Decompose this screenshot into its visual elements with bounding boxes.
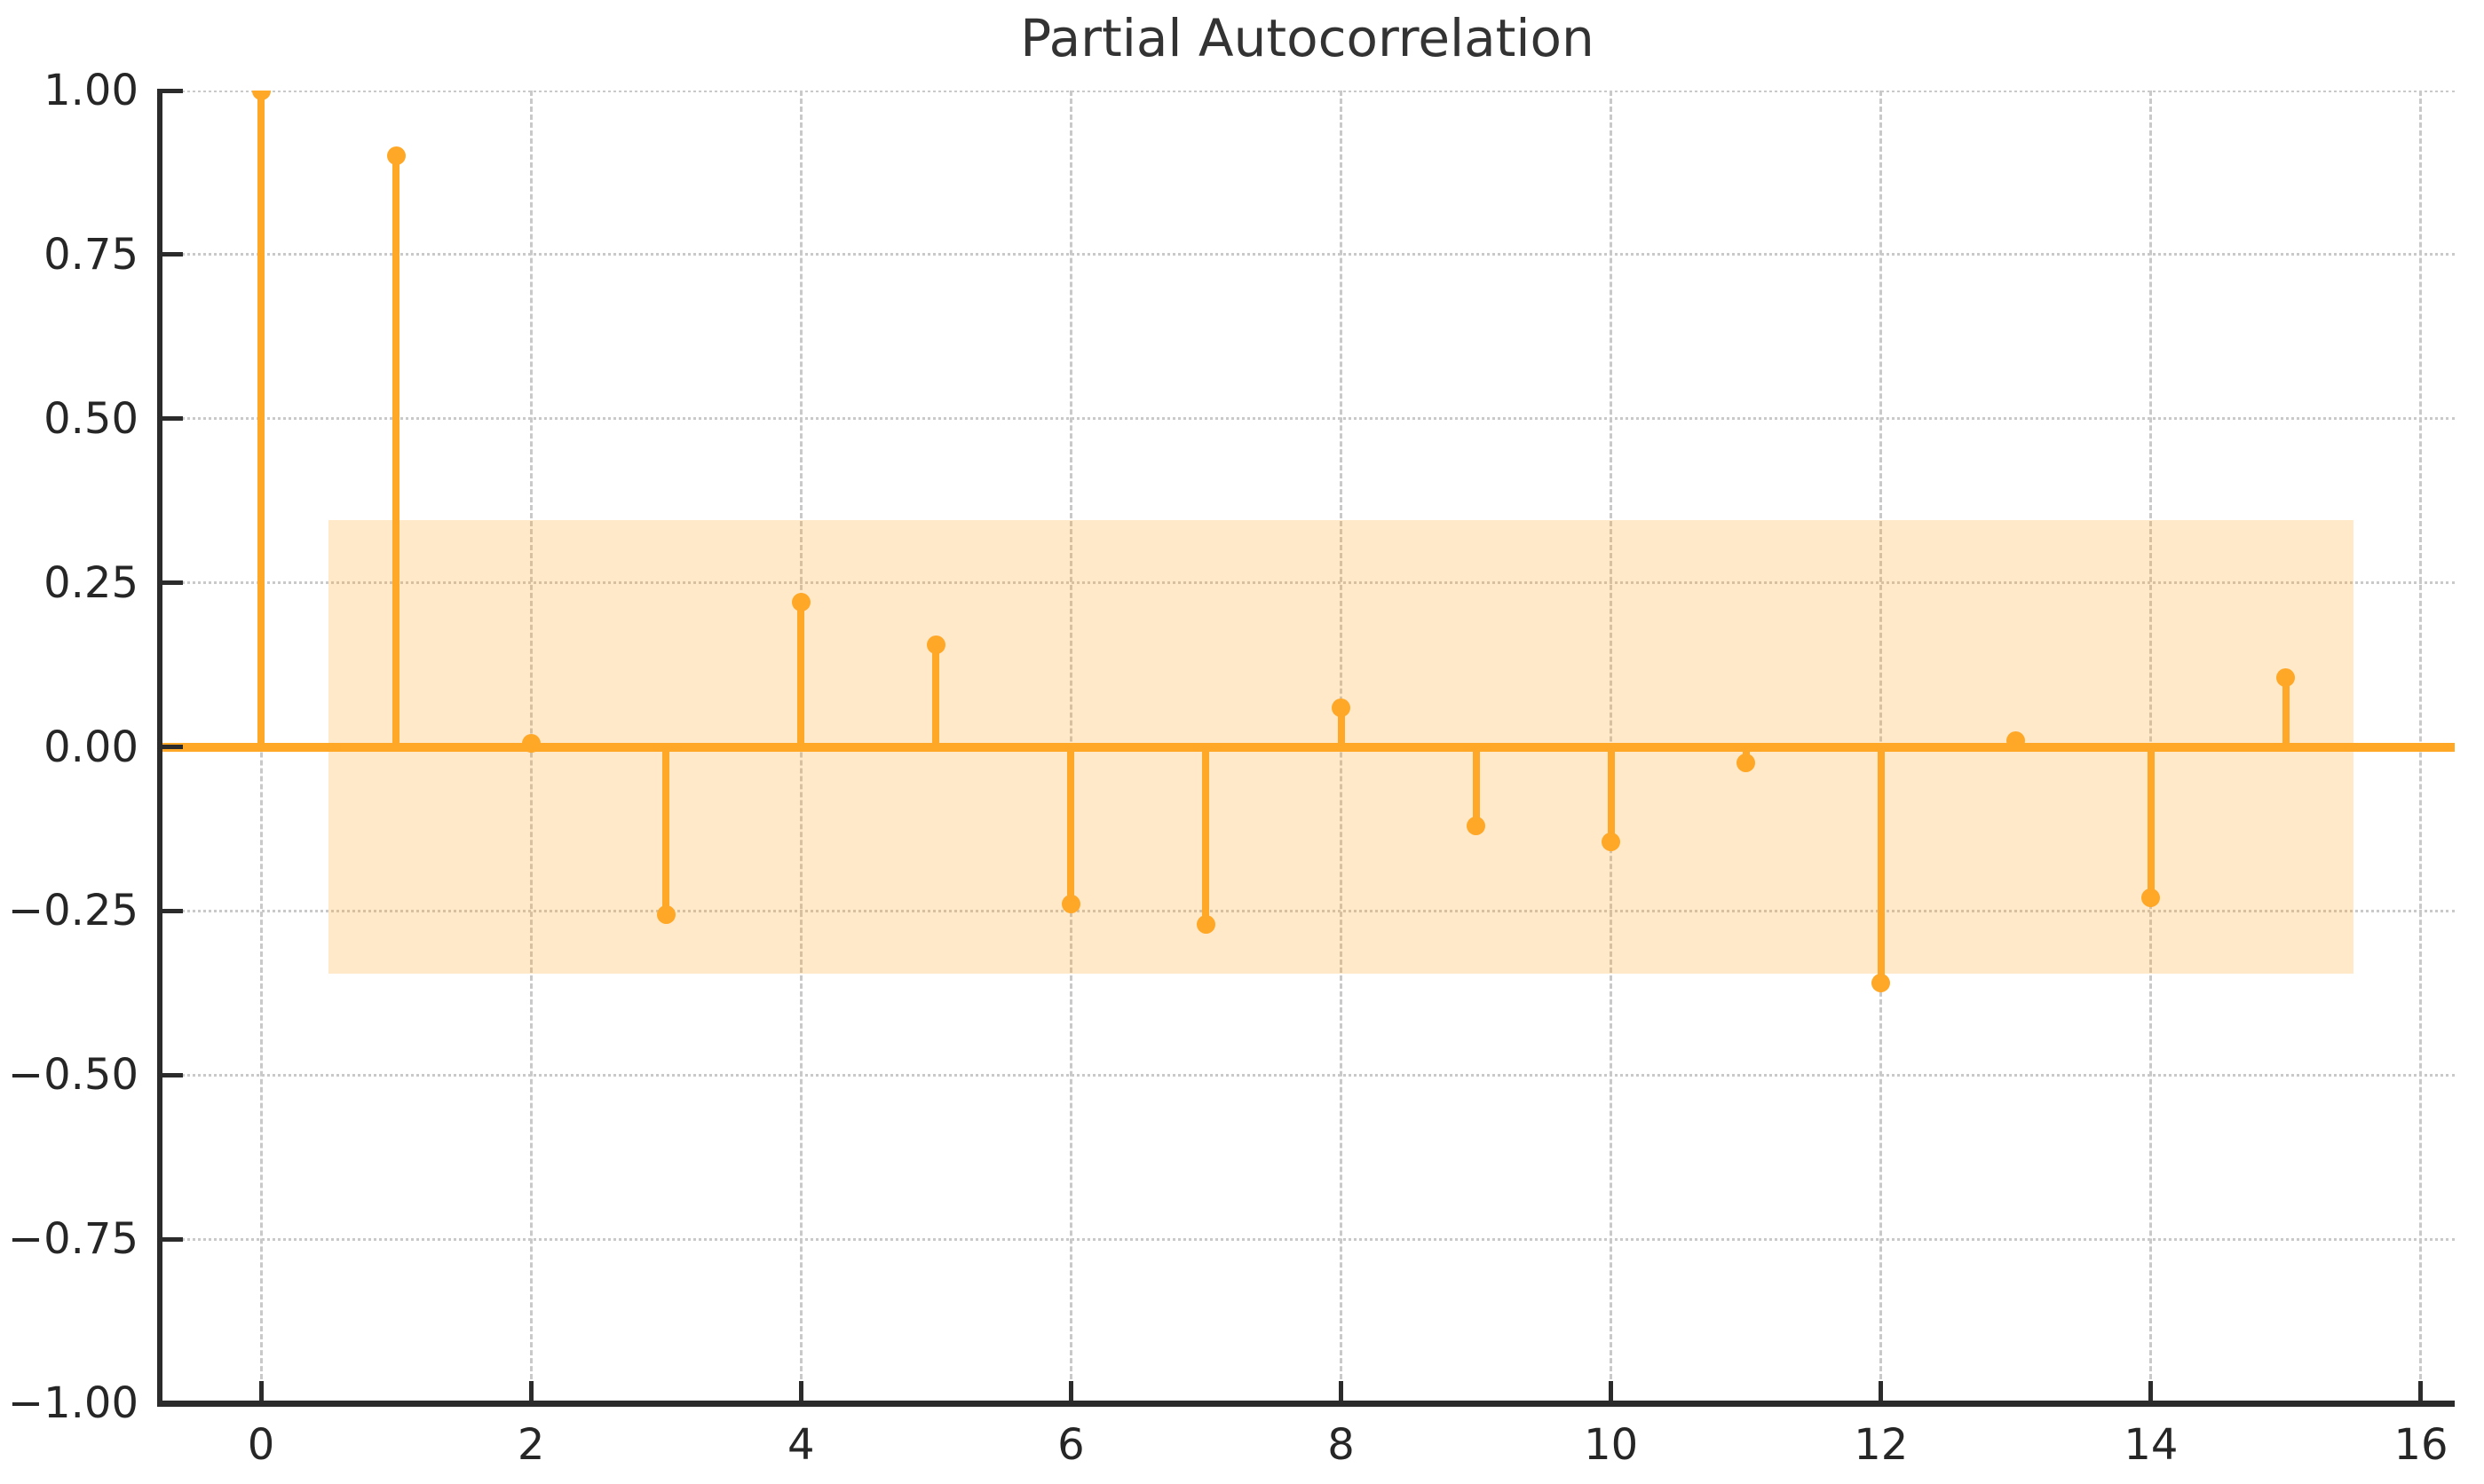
x-tick-label: 10 (1584, 1420, 1639, 1470)
plot-area (160, 91, 2455, 1403)
stem-marker (1467, 816, 1486, 835)
y-tick-label: 0.00 (44, 722, 138, 772)
y-tick-mark (160, 1236, 183, 1242)
x-tick-label: 16 (2393, 1420, 2448, 1470)
y-tick-mark (160, 580, 183, 586)
stem (257, 91, 265, 747)
stem (2147, 746, 2155, 898)
y-gridline (160, 91, 2455, 92)
y-gridline (160, 417, 2455, 421)
y-tick-label: 0.75 (44, 229, 138, 280)
y-tick-mark (160, 416, 183, 422)
x-tick-mark (528, 1381, 534, 1403)
stem-marker (2276, 668, 2296, 688)
x-tick-mark (798, 1381, 803, 1403)
x-tick-mark (1609, 1381, 1614, 1403)
stem-marker (1332, 698, 1350, 717)
chart-title: Partial Autocorrelation (1020, 8, 1594, 68)
stem-marker (926, 635, 945, 655)
zero-baseline (160, 742, 2455, 752)
x-tick-label: 14 (2124, 1420, 2179, 1470)
x-tick-label: 0 (247, 1420, 275, 1470)
stem-marker (1196, 914, 1215, 934)
stem-marker (791, 593, 811, 612)
stem (2282, 677, 2290, 747)
y-tick-mark (160, 745, 183, 749)
y-gridline (160, 1237, 2455, 1241)
stem-marker (386, 146, 406, 166)
x-tick-mark (1339, 1381, 1343, 1403)
x-tick-mark (2148, 1381, 2154, 1403)
y-tick-label: −0.75 (7, 1214, 138, 1265)
y-tick-mark (160, 1401, 183, 1406)
stem (1607, 746, 1615, 842)
stem (1877, 746, 1885, 983)
x-tick-mark (258, 1381, 264, 1403)
y-tick-mark (160, 88, 183, 93)
y-gridline (160, 909, 2455, 912)
stem-marker (1602, 833, 1621, 852)
stem-marker (1061, 895, 1080, 914)
x-tick-label: 12 (1854, 1420, 1909, 1470)
x-tick-mark (2418, 1381, 2424, 1403)
stem-marker (656, 904, 676, 924)
stem (392, 155, 400, 747)
x-tick-mark (1879, 1381, 1884, 1403)
stem (797, 602, 805, 747)
stem-marker (2141, 888, 2161, 908)
x-tick-mark (1068, 1381, 1073, 1403)
y-gridline (160, 581, 2455, 585)
y-gridline (160, 1073, 2455, 1077)
y-tick-mark (160, 1072, 183, 1077)
x-axis-spine (157, 1401, 2455, 1407)
stem (1067, 746, 1075, 904)
x-tick-label: 2 (517, 1420, 545, 1470)
y-tick-label: 0.50 (44, 393, 138, 444)
stem-marker (1871, 974, 1891, 993)
x-tick-label: 4 (787, 1420, 815, 1470)
stem-marker (2006, 730, 2026, 750)
y-gridline (160, 253, 2455, 257)
stem-marker (1736, 754, 1756, 773)
y-tick-label: −0.25 (7, 886, 138, 936)
y-tick-mark (160, 252, 183, 257)
y-tick-mark (160, 908, 183, 913)
stem (1337, 707, 1345, 747)
y-tick-label: −0.50 (7, 1050, 138, 1101)
stem (662, 746, 670, 915)
x-tick-label: 8 (1327, 1420, 1355, 1470)
y-tick-label: 1.00 (44, 66, 138, 115)
stem (1472, 746, 1480, 826)
stem (1202, 746, 1210, 925)
y-tick-label: −1.00 (7, 1378, 138, 1428)
stem-marker (521, 734, 541, 754)
stem (932, 644, 940, 747)
y-tick-label: 0.25 (44, 557, 138, 608)
stem-marker (251, 91, 271, 100)
x-tick-label: 6 (1057, 1420, 1085, 1470)
